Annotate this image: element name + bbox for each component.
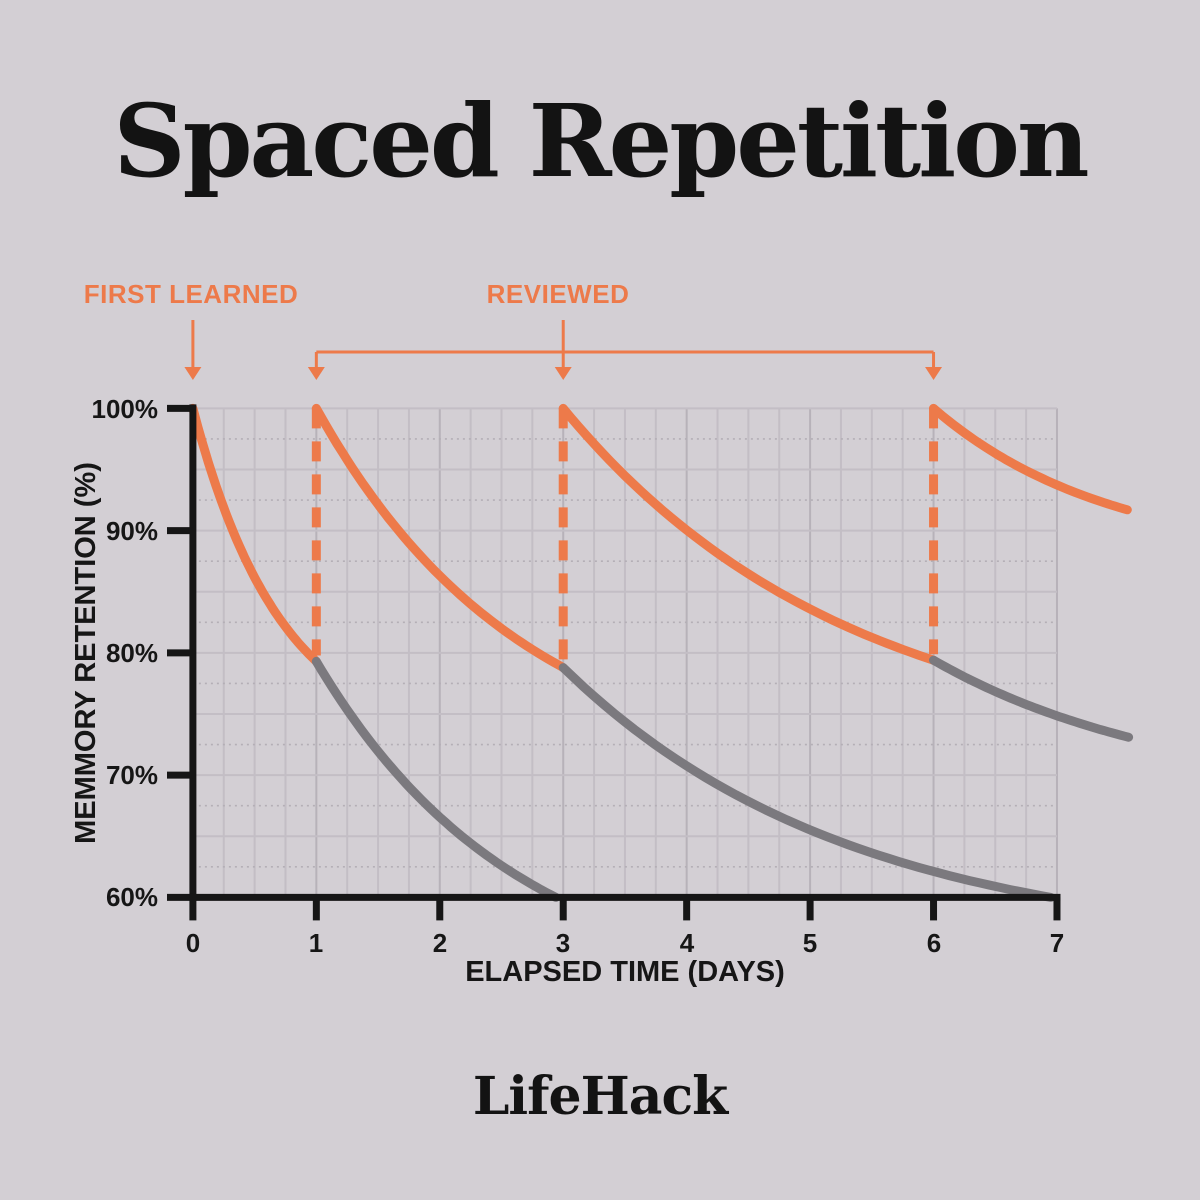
x-axis-title: ELAPSED TIME (DAYS) [465,956,785,988]
retention-with-review-curve-segment [311,403,568,673]
retention-with-review-curve-segment [188,403,321,666]
down-arrowhead-icon [307,367,325,380]
y-tick-label-70: 70% [106,760,158,790]
retention-with-review-curve-segment [558,403,938,665]
x-tick-label-5: 5 [803,928,817,958]
first-learned-label: FIRST LEARNED [84,279,299,309]
y-tick-label-60: 60% [106,882,158,912]
down-arrowhead-icon [554,367,572,380]
x-tick-label-7: 7 [1050,928,1064,958]
axes-layer [167,404,1061,921]
review-reset-layer [311,408,939,662]
y-tick-label-90: 90% [106,516,158,546]
y-tick-label-100: 100% [92,394,159,424]
down-arrowhead-icon [184,367,202,380]
curves-layer [188,403,1134,902]
x-tick-label-6: 6 [927,928,941,958]
x-tick-label-0: 0 [186,928,200,958]
reviewed-label: REVIEWED [487,279,630,309]
retention-with-review-curve-segment [929,403,1132,515]
x-tick-label-3: 3 [556,928,570,958]
x-tick-label-2: 2 [433,928,447,958]
x-tick-label-1: 1 [309,928,323,958]
y-tick-label-80: 80% [106,638,158,668]
page-title: Spaced Repetition [113,82,1089,200]
annotation-arrows-layer [184,320,943,380]
x-tick-label-4: 4 [680,928,695,958]
forgetting-without-review-curve-segment [558,663,1056,902]
down-arrowhead-icon [925,367,943,380]
brand-logo: LifeHack [472,1066,728,1127]
y-axis-title: MEMMORY RETENTION (%) [70,462,102,844]
labels-layer: 100% 90% 80% 70% 60% 0 1 2 3 4 5 6 7 ELA… [70,279,1064,988]
forgetting-without-review-curve-segment [929,655,1134,742]
forgetting-without-review-curve-segment [311,656,561,902]
